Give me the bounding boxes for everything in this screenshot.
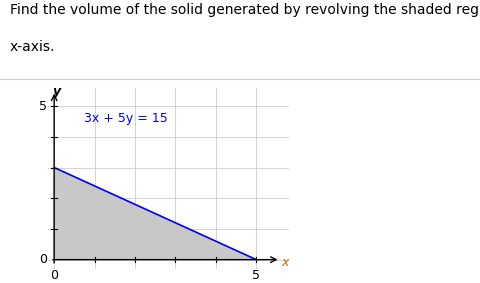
Text: 3x + 5y = 15: 3x + 5y = 15	[84, 112, 168, 125]
Polygon shape	[54, 168, 256, 260]
Text: Find the volume of the solid generated by revolving the shaded region about the: Find the volume of the solid generated b…	[10, 3, 480, 17]
Text: 5: 5	[39, 100, 47, 113]
Text: y: y	[53, 85, 61, 98]
Text: x: x	[280, 256, 288, 269]
Text: x-axis.: x-axis.	[10, 40, 55, 53]
Text: 0: 0	[50, 269, 58, 282]
Text: 0: 0	[39, 253, 47, 266]
Text: 5: 5	[252, 269, 260, 282]
